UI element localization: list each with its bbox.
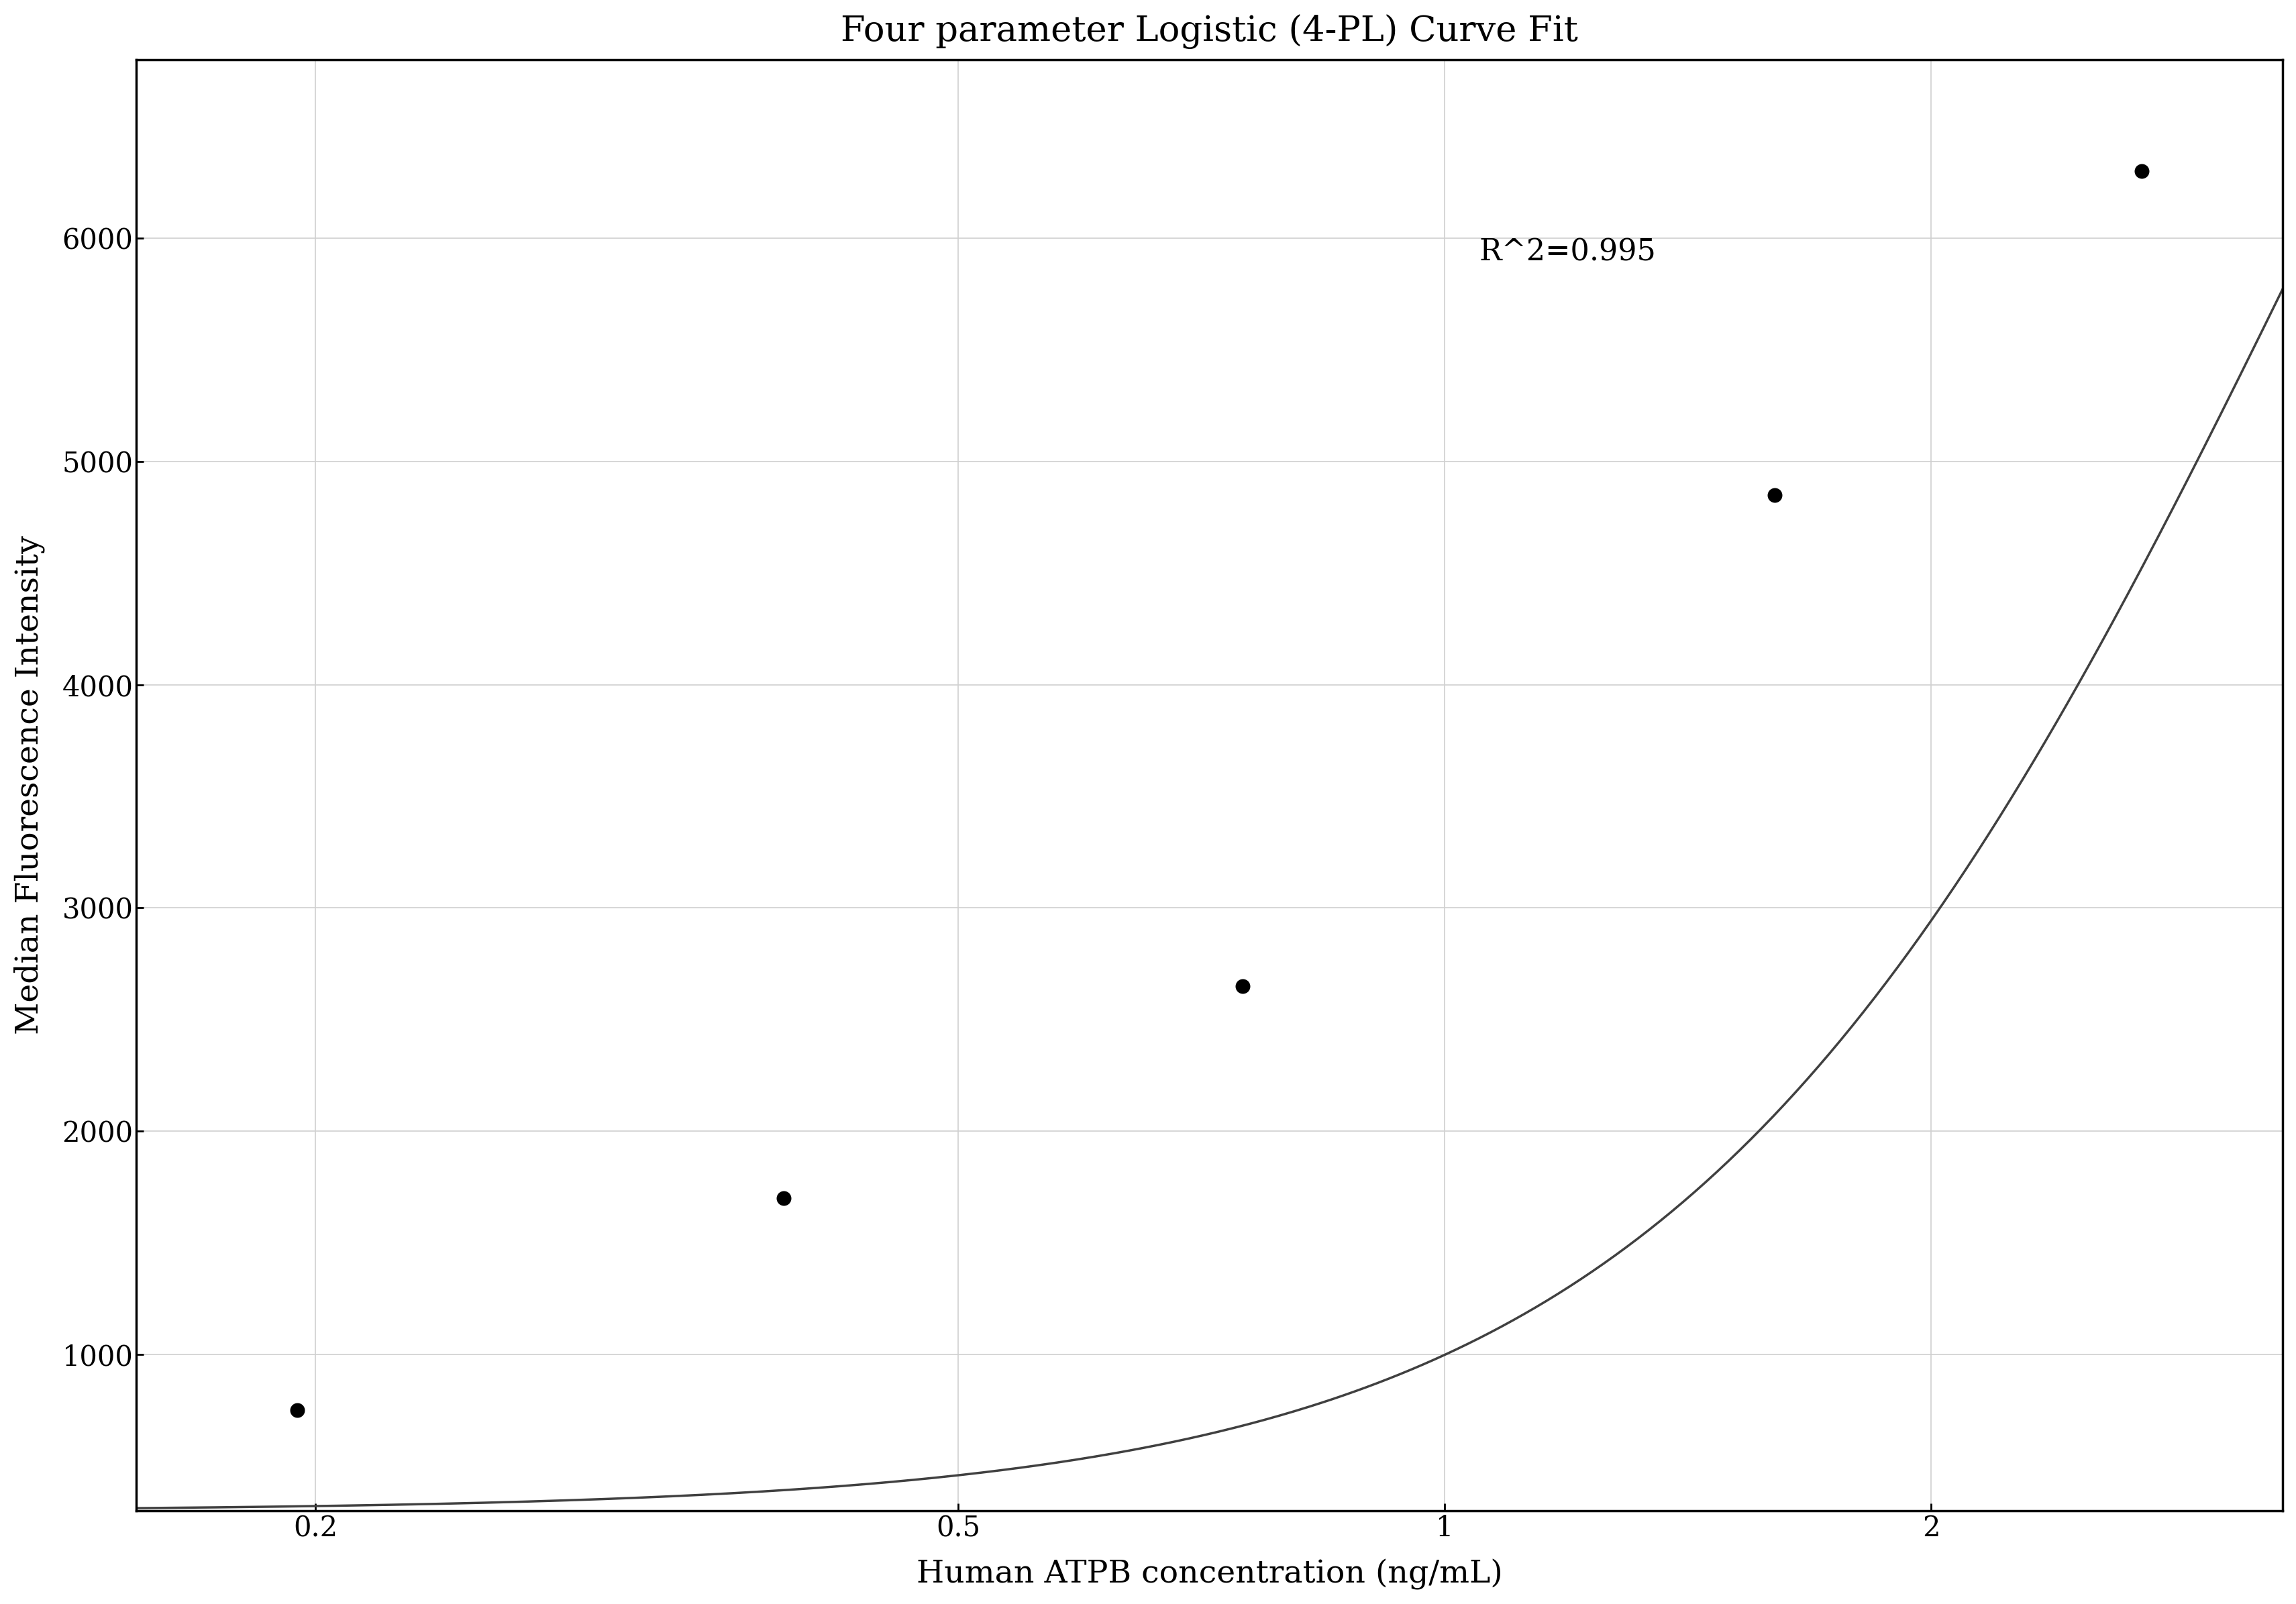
Point [1224,974,1261,999]
Text: R^2=0.995: R^2=0.995 [1479,237,1655,266]
Y-axis label: Median Fluorescence Intensity: Median Fluorescence Intensity [14,536,46,1035]
X-axis label: Human ATPB concentration (ng/mL): Human ATPB concentration (ng/mL) [916,1559,1502,1590]
Title: Four parameter Logistic (4-PL) Curve Fit: Four parameter Logistic (4-PL) Curve Fit [840,14,1577,48]
Point [280,1397,317,1423]
Point [2124,159,2161,184]
Point [765,1185,801,1211]
Point [1756,481,1793,507]
